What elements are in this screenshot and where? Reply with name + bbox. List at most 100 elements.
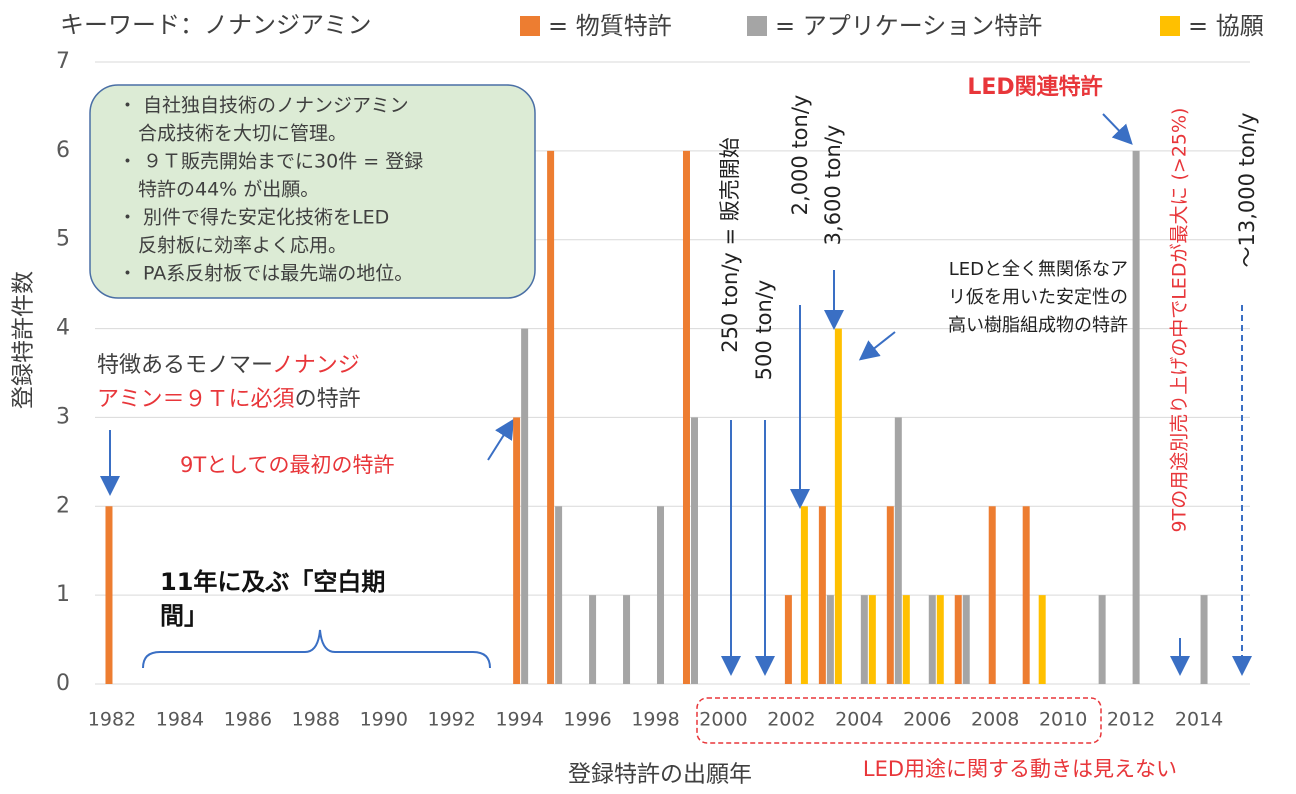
x-tick-label: 2006 (903, 709, 951, 731)
bar (1038, 595, 1046, 684)
annotation: 特徴あるモノマーノナンジ (97, 353, 360, 378)
bar (834, 328, 842, 684)
bar (682, 150, 690, 684)
bar (521, 328, 529, 684)
bar (886, 506, 894, 684)
note-line: ・ PA系反射板では最先端の地位。 (118, 263, 413, 285)
annotation: アミン＝９Ｔに必須の特許 (97, 387, 361, 412)
x-tick-label: 1986 (224, 709, 272, 731)
annotation: 間」 (160, 602, 208, 630)
bar (860, 595, 868, 684)
y-axis-label: 登録特許件数 (11, 271, 37, 409)
arrow (858, 331, 896, 361)
annotation: LEDと全く無関係なア (949, 259, 1128, 280)
x-tick-label: 1988 (292, 709, 340, 731)
annotation-part: アミン＝９Ｔに必須 (97, 387, 295, 412)
bar (826, 595, 834, 684)
bar (690, 417, 698, 684)
bar (1200, 595, 1208, 684)
bar (928, 595, 936, 684)
arrow (487, 418, 515, 461)
bar (868, 595, 876, 684)
legend-label: = 協願 (1188, 12, 1264, 40)
highlight-box (696, 697, 1102, 744)
annotation: LED関連特許 (967, 74, 1102, 100)
x-tick-label: 1982 (88, 709, 136, 731)
note-box (89, 84, 536, 299)
annotation: 9Tとしての最初の特許 (180, 453, 395, 477)
bar (657, 506, 665, 684)
legend-swatch (747, 16, 767, 36)
legend-swatch (1160, 16, 1180, 36)
x-tick-label: 1996 (563, 709, 611, 731)
bar (800, 506, 808, 684)
bar (623, 595, 631, 684)
bar (1132, 150, 1140, 684)
annotation: 3,600 ton/y (821, 125, 845, 246)
note-line: 反射板に効率よく応用。 (138, 235, 347, 257)
note-line: ・ ９Ｔ販売開始までに30件 = 登録 (118, 151, 423, 173)
note-line: 合成技術を大切に管理。 (138, 123, 347, 145)
bar (784, 595, 792, 684)
y-tick-label: 7 (56, 49, 70, 74)
x-tick-label: 2014 (1175, 709, 1223, 731)
x-tick-label: 2010 (1039, 709, 1087, 731)
bar (105, 506, 113, 684)
bar (894, 417, 902, 684)
x-tick-label: 2012 (1107, 709, 1155, 731)
annotation-part: ノナンジ (272, 353, 360, 378)
annotation: 9Tの用途別売り上げの中でLEDが最大に (>25%) (1169, 108, 1191, 533)
arrow (1102, 113, 1133, 145)
annotation: 11年に及ぶ「空白期 (160, 568, 385, 596)
annotation: LED用途に関する動きは見えない (863, 757, 1177, 781)
bar (902, 595, 910, 684)
brace (142, 629, 491, 669)
note-line: 特許の44% が出願。 (138, 179, 319, 201)
bar (936, 595, 944, 684)
arrows (100, 113, 1252, 744)
annotation-part: の特許 (295, 387, 361, 412)
x-tick-label: 2004 (835, 709, 883, 731)
chart-title: キーワード：ノナンジアミン (60, 11, 372, 39)
y-tick-label: 6 (56, 138, 70, 163)
bar (962, 595, 970, 684)
y-tick-label: 3 (56, 404, 70, 429)
x-tick-label: 2002 (767, 709, 815, 731)
y-tick-label: 1 (56, 582, 70, 607)
x-tick-label: 1984 (156, 709, 204, 731)
annotation: 高い樹脂組成物の特許 (948, 315, 1128, 336)
note-line: ・ 自社独自技術のノナンジアミン (118, 95, 409, 117)
bar (589, 595, 597, 684)
bar (988, 506, 996, 684)
annotation-part: 特徴あるモノマー (97, 353, 272, 378)
bar (513, 417, 521, 684)
x-axis-label: 登録特許の出願年 (568, 762, 752, 788)
y-tick-label: 4 (56, 316, 70, 341)
legend-label: = アプリケーション特許 (775, 12, 1042, 40)
note-box-text: ・ 自社独自技術のノナンジアミン 合成技術を大切に管理。 ・ ９Ｔ販売開始までに… (118, 95, 423, 285)
y-tick-label: 2 (56, 493, 70, 518)
bar (1098, 595, 1106, 684)
annotation: 〜13,000 ton/y (1235, 112, 1259, 267)
bar (954, 595, 962, 684)
x-tick-label: 1992 (428, 709, 476, 731)
x-tick-label: 1994 (495, 709, 543, 731)
x-tick-label: 1990 (360, 709, 408, 731)
annotation: 250 ton/y = 販売開始 (718, 137, 742, 353)
legend-swatch (520, 16, 540, 36)
x-tick-label: 1998 (631, 709, 679, 731)
bar (555, 506, 563, 684)
legend-label: = 物質特許 (548, 12, 672, 40)
annotation: 2,000 ton/y (788, 95, 812, 216)
bar (818, 506, 826, 684)
annotation: 500 ton/y (752, 280, 776, 381)
y-tick-label: 5 (56, 227, 70, 252)
bar (1022, 506, 1030, 684)
x-tick-label: 2000 (699, 709, 747, 731)
y-tick-label: 0 (56, 671, 70, 696)
x-tick-label: 2008 (971, 709, 1019, 731)
bar (547, 150, 555, 684)
annotation: リ仮を用いた安定性の (948, 287, 1128, 308)
note-line: ・ 別件で得た安定化技術をLED (118, 207, 389, 229)
